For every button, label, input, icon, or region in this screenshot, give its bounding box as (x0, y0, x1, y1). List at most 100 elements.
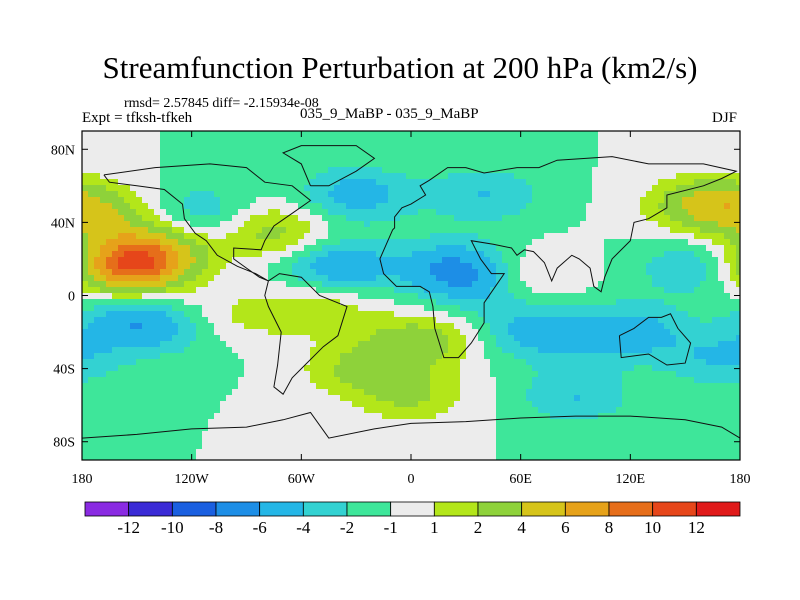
field-cell (346, 341, 353, 348)
field-cell (100, 371, 107, 378)
field-cell (592, 287, 599, 294)
field-cell (514, 383, 521, 390)
field-cell (406, 401, 413, 408)
field-cell (514, 257, 521, 264)
field-cell (268, 275, 275, 282)
field-cell (592, 149, 599, 156)
field-cell (250, 161, 257, 168)
field-cell (352, 275, 359, 282)
field-cell (502, 281, 509, 288)
field-cell (172, 455, 179, 460)
field-cell (436, 449, 443, 456)
field-cell (622, 227, 629, 234)
field-cell (214, 341, 221, 348)
field-cell (574, 311, 581, 318)
field-cell (178, 449, 185, 456)
field-cell (100, 317, 107, 324)
field-cell (460, 197, 467, 204)
field-cell (178, 191, 185, 198)
field-cell (280, 323, 287, 330)
field-cell (490, 245, 497, 252)
field-cell (280, 299, 287, 306)
field-cell (256, 179, 263, 186)
field-cell (352, 239, 359, 246)
field-cell (568, 335, 575, 342)
field-cell (256, 389, 263, 396)
field-cell (460, 203, 467, 210)
field-cell (292, 311, 299, 318)
field-cell (112, 437, 119, 444)
field-cell (550, 311, 557, 318)
field-cell (598, 209, 605, 216)
field-cell (484, 299, 491, 306)
field-cell (244, 263, 251, 270)
field-cell (160, 179, 167, 186)
field-cell (268, 323, 275, 330)
field-cell (148, 455, 155, 460)
field-cell (142, 425, 149, 432)
field-cell (304, 275, 311, 282)
field-cell (154, 323, 161, 330)
field-cell (580, 197, 587, 204)
field-cell (526, 287, 533, 294)
field-cell (232, 395, 239, 402)
field-cell (286, 257, 293, 264)
field-cell (304, 239, 311, 246)
field-cell (562, 347, 569, 354)
field-cell (490, 347, 497, 354)
field-cell (118, 251, 125, 258)
field-cell (484, 419, 491, 426)
field-cell (178, 137, 185, 144)
field-cell (448, 431, 455, 438)
field-cell (274, 257, 281, 264)
field-cell (286, 263, 293, 270)
field-cell (616, 131, 623, 138)
field-cell (382, 227, 389, 234)
field-cell (274, 377, 281, 384)
field-cell (190, 443, 197, 450)
field-cell (400, 431, 407, 438)
field-cell (610, 173, 617, 180)
field-cell (292, 221, 299, 228)
field-cell (238, 287, 245, 294)
field-cell (388, 239, 395, 246)
field-cell (142, 311, 149, 318)
field-cell (166, 317, 173, 324)
field-cell (556, 203, 563, 210)
field-cell (136, 263, 143, 270)
field-cell (568, 155, 575, 162)
field-cell (202, 251, 209, 258)
field-cell (88, 197, 95, 204)
field-cell (574, 197, 581, 204)
field-cell (382, 149, 389, 156)
field-cell (448, 269, 455, 276)
field-cell (526, 347, 533, 354)
field-cell (292, 179, 299, 186)
field-cell (82, 425, 89, 432)
field-cell (370, 179, 377, 186)
field-cell (136, 449, 143, 456)
field-cell (268, 239, 275, 246)
field-cell (376, 377, 383, 384)
field-cell (550, 353, 557, 360)
field-cell (316, 287, 323, 294)
field-cell (94, 281, 101, 288)
field-cell (574, 359, 581, 366)
field-cell (538, 191, 545, 198)
field-cell (298, 167, 305, 174)
field-cell (562, 293, 569, 300)
field-cell (232, 317, 239, 324)
field-cell (544, 155, 551, 162)
field-cell (274, 227, 281, 234)
field-cell (364, 191, 371, 198)
field-cell (478, 401, 485, 408)
field-cell (238, 365, 245, 372)
field-cell (472, 377, 479, 384)
field-cell (514, 401, 521, 408)
field-cell (376, 329, 383, 336)
field-cell (280, 317, 287, 324)
field-cell (478, 269, 485, 276)
field-cell (616, 203, 623, 210)
field-cell (424, 293, 431, 300)
field-cell (274, 419, 281, 426)
